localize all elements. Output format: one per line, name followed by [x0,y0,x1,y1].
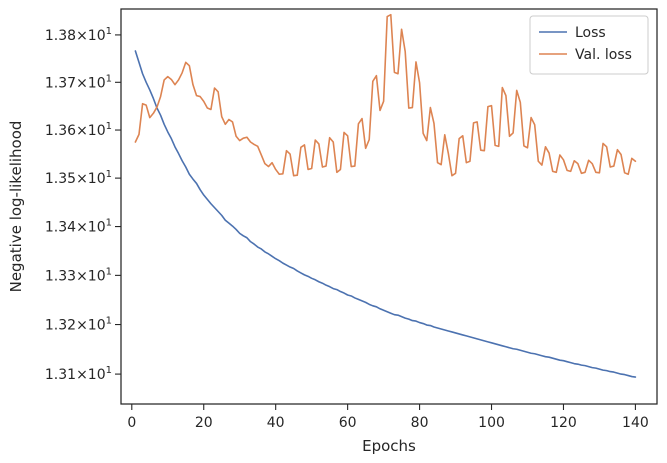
legend-box [529,15,649,75]
y-tick-mantissa: 1.32 [45,318,76,334]
y-tick-mantissa: 1.33 [45,268,76,284]
y-tick-exponent: 1 [106,26,112,37]
y-tick-base: 10 [88,367,106,383]
y-tick-exponent: 1 [106,365,112,376]
y-tick-mantissa: 1.37 [45,75,76,91]
y-tick-label: 1.31×101 [45,365,112,383]
x-tick-label: 0 [127,415,136,431]
y-tick-exponent: 1 [106,169,112,180]
y-axis: 1.31×101 1.32×101 1.33×101 1.34×101 1.35×101… [45,26,121,383]
y-tick-label: 1.33×101 [45,266,112,284]
x-axis: 0 20 40 60 80 100 120 140 [127,404,649,431]
plot-frame [120,8,658,405]
y-tick-base: 10 [88,220,106,236]
y-tick-mantissa: 1.38 [45,28,76,44]
y-tick-mantissa: 1.36 [45,123,76,139]
x-tick-label: 120 [550,415,577,431]
y-tick-base: 10 [88,75,106,91]
y-axis-title: Negative log-likelihood [7,121,25,293]
y-tick-base: 10 [88,123,106,139]
y-tick-exponent: 1 [106,73,112,84]
y-tick-base: 10 [88,171,106,187]
x-tick-label: 40 [267,415,285,431]
series-line-0 [134,50,637,378]
y-tick-label: 1.32×101 [45,316,112,334]
y-tick-base: 10 [88,318,106,334]
x-tick-label: 60 [339,415,357,431]
legend-label-0: Loss [575,25,606,41]
x-tick-label: 20 [195,415,213,431]
x-tick-label: 140 [622,415,649,431]
y-tick-label: 1.36×101 [45,121,112,139]
x-tick-label: 100 [478,415,505,431]
legend: Loss Val. loss [529,15,649,75]
x-axis-title: Epochs [362,437,416,455]
y-tick-label: 1.37×101 [45,73,112,91]
series-layer [134,13,637,378]
y-tick-base: 10 [88,28,106,44]
y-tick-mantissa: 1.31 [45,367,76,383]
y-tick-mantissa: 1.35 [45,171,76,187]
x-tick-label: 80 [411,415,429,431]
y-tick-label: 1.34×101 [45,218,112,236]
y-tick-label: 1.38×101 [45,26,112,44]
y-tick-exponent: 1 [106,218,112,229]
y-tick-exponent: 1 [106,316,112,327]
series-line-1 [134,13,637,177]
y-tick-mantissa: 1.34 [45,220,76,236]
y-tick-label: 1.35×101 [45,169,112,187]
legend-label-1: Val. loss [575,47,632,63]
y-tick-exponent: 1 [106,121,112,132]
y-tick-exponent: 1 [106,266,112,277]
y-tick-base: 10 [88,268,106,284]
